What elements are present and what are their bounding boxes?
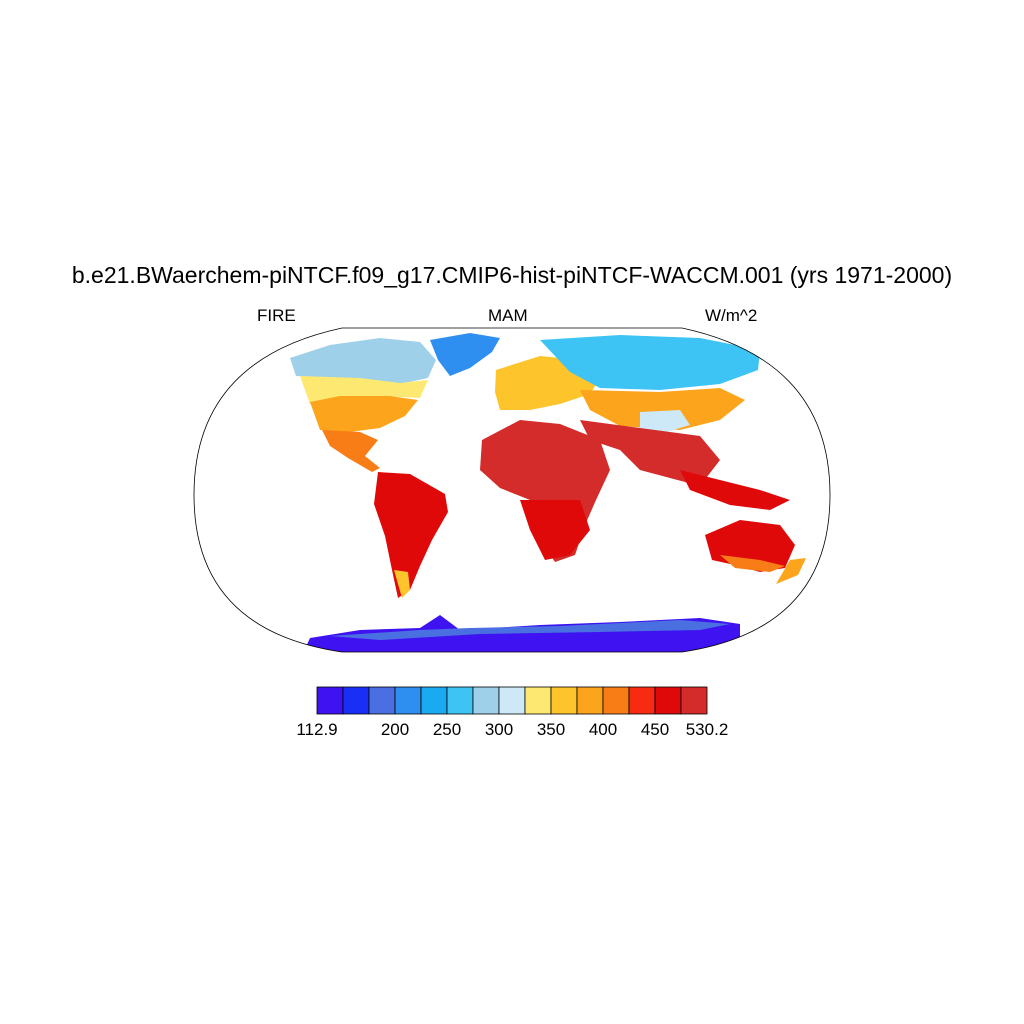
colorbar-box — [576, 686, 604, 715]
antarctica-coast — [330, 620, 730, 640]
colorbar-box — [446, 686, 474, 715]
north-america-north — [290, 338, 436, 384]
colorbar-box — [420, 686, 448, 715]
colorbar — [316, 686, 708, 715]
new-zealand — [776, 558, 806, 584]
north-america-mid — [300, 376, 428, 404]
colorbar-label: 350 — [536, 720, 566, 739]
colorbar-box — [602, 686, 630, 715]
tibet — [640, 410, 690, 434]
colorbar-box — [394, 686, 422, 715]
greenland — [430, 333, 500, 376]
plot-title: b.e21.BWaerchem-piNTCF.f09_g17.CMIP6-his… — [71, 262, 953, 288]
colorbar-label: 112.9 — [296, 720, 338, 739]
colorbar-box — [524, 686, 552, 715]
north-america-south — [310, 396, 418, 432]
variable-label: FIRE — [257, 306, 296, 325]
asia-mid — [580, 388, 745, 430]
central-america — [322, 430, 380, 472]
colorbar-label: 300 — [484, 720, 514, 739]
globe-outline — [193, 327, 831, 653]
colorbar-box — [472, 686, 500, 715]
colorbar-box — [316, 686, 344, 715]
colorbar-label: 250 — [432, 720, 462, 739]
colorbar-box — [550, 686, 578, 715]
colorbar-box — [368, 686, 396, 715]
colorbar-box — [680, 686, 708, 715]
colorbar-label: 530.2 — [685, 720, 729, 739]
colorbar-box — [654, 686, 682, 715]
colorbar-label: 200 — [380, 720, 410, 739]
asia-north — [540, 335, 760, 390]
land-areas — [290, 333, 806, 652]
colorbar-label: 400 — [588, 720, 618, 739]
africa-south — [520, 500, 590, 560]
colorbar-box — [628, 686, 656, 715]
south-america-tip — [394, 570, 410, 598]
indonesia — [680, 470, 790, 510]
asia-south — [580, 420, 720, 486]
units-label: W/m^2 — [705, 306, 758, 325]
season-label: MAM — [488, 306, 528, 325]
colorbar-box — [498, 686, 526, 715]
colorbar-box — [342, 686, 370, 715]
colorbar-label: 450 — [640, 720, 670, 739]
australia-south — [720, 555, 785, 572]
south-america — [374, 472, 448, 598]
